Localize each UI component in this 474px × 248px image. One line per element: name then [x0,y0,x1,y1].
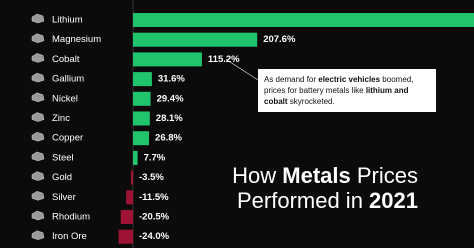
value-label: -20.5% [139,212,170,223]
icon [31,13,45,24]
icon [31,171,45,181]
title-text: How [232,163,283,188]
value-label: 28.1% [156,113,183,124]
icon-shape [31,151,45,162]
icon-shape [31,131,45,142]
category-label: Lithium [52,15,83,26]
value-label: -24.0% [139,231,170,242]
bar [118,229,133,244]
bar [133,150,138,165]
icon [31,131,45,142]
annotation-text: electric vehicles [318,75,381,84]
icon-shape [31,13,45,24]
value-label: 115.2% [208,54,240,65]
icon [31,210,45,221]
icon-shape [31,53,45,63]
icon [31,53,45,63]
annotation-text: skyrocketed. [287,97,335,106]
icon [31,191,45,201]
annotation-text: boomed, prices for battery metals like [264,75,416,95]
value-label: 207.6% [263,34,296,45]
category-label: Zinc [52,113,70,124]
title-line: Performed in 2021 [232,188,418,213]
annotation: As demand for electric vehicles boomed, … [258,69,436,112]
icon-shape [31,112,45,122]
title-text: Performed in [236,188,370,213]
category-label: Nickel [52,93,78,104]
bar [126,190,133,205]
bar [133,72,152,87]
bar [133,111,150,126]
icon [31,112,45,122]
icon-shape [31,72,45,83]
bar [133,13,474,27]
category-label: Gallium [52,74,84,85]
icon-shape [31,191,45,201]
icon-shape [31,230,45,240]
title-text: Prices [350,163,418,188]
value-label: 31.6% [158,74,185,85]
icon [31,33,45,43]
icon-shape [31,92,45,103]
category-label: Magnesium [52,34,101,45]
icon [31,230,45,240]
value-label: 7.7% [144,152,166,163]
value-label: -3.5% [139,172,164,183]
icon-shape [31,210,45,221]
icon-shape [31,171,45,181]
category-label: Gold [52,172,72,183]
category-label: Silver [52,192,76,203]
icon [31,92,45,103]
category-label: Steel [52,152,74,163]
title-text: Metals [282,163,351,188]
bar [133,32,258,47]
title-text: 2021 [369,188,418,213]
annotation-text: lithium and cobalt [264,86,411,106]
category-label: Copper [52,133,83,144]
category-label: Iron Ore [52,231,87,242]
category-label: Rhodium [52,212,90,223]
title-line: How Metals Prices [232,163,418,188]
category-label: Cobalt [52,54,80,65]
bar [120,210,133,224]
icon [31,72,45,83]
icon [31,151,45,162]
annotation-text: As demand for [264,75,319,84]
annotation-pointer [225,59,259,81]
bar [130,170,133,185]
icon-shape [31,33,45,43]
bar [133,91,151,106]
value-label: -11.5% [139,192,169,203]
chart-title: How Metals Prices Performed in 2021 [232,163,418,213]
value-label: 26.8% [155,133,182,144]
value-label: 29.4% [157,93,184,104]
bar [133,52,202,67]
bar [133,131,150,146]
